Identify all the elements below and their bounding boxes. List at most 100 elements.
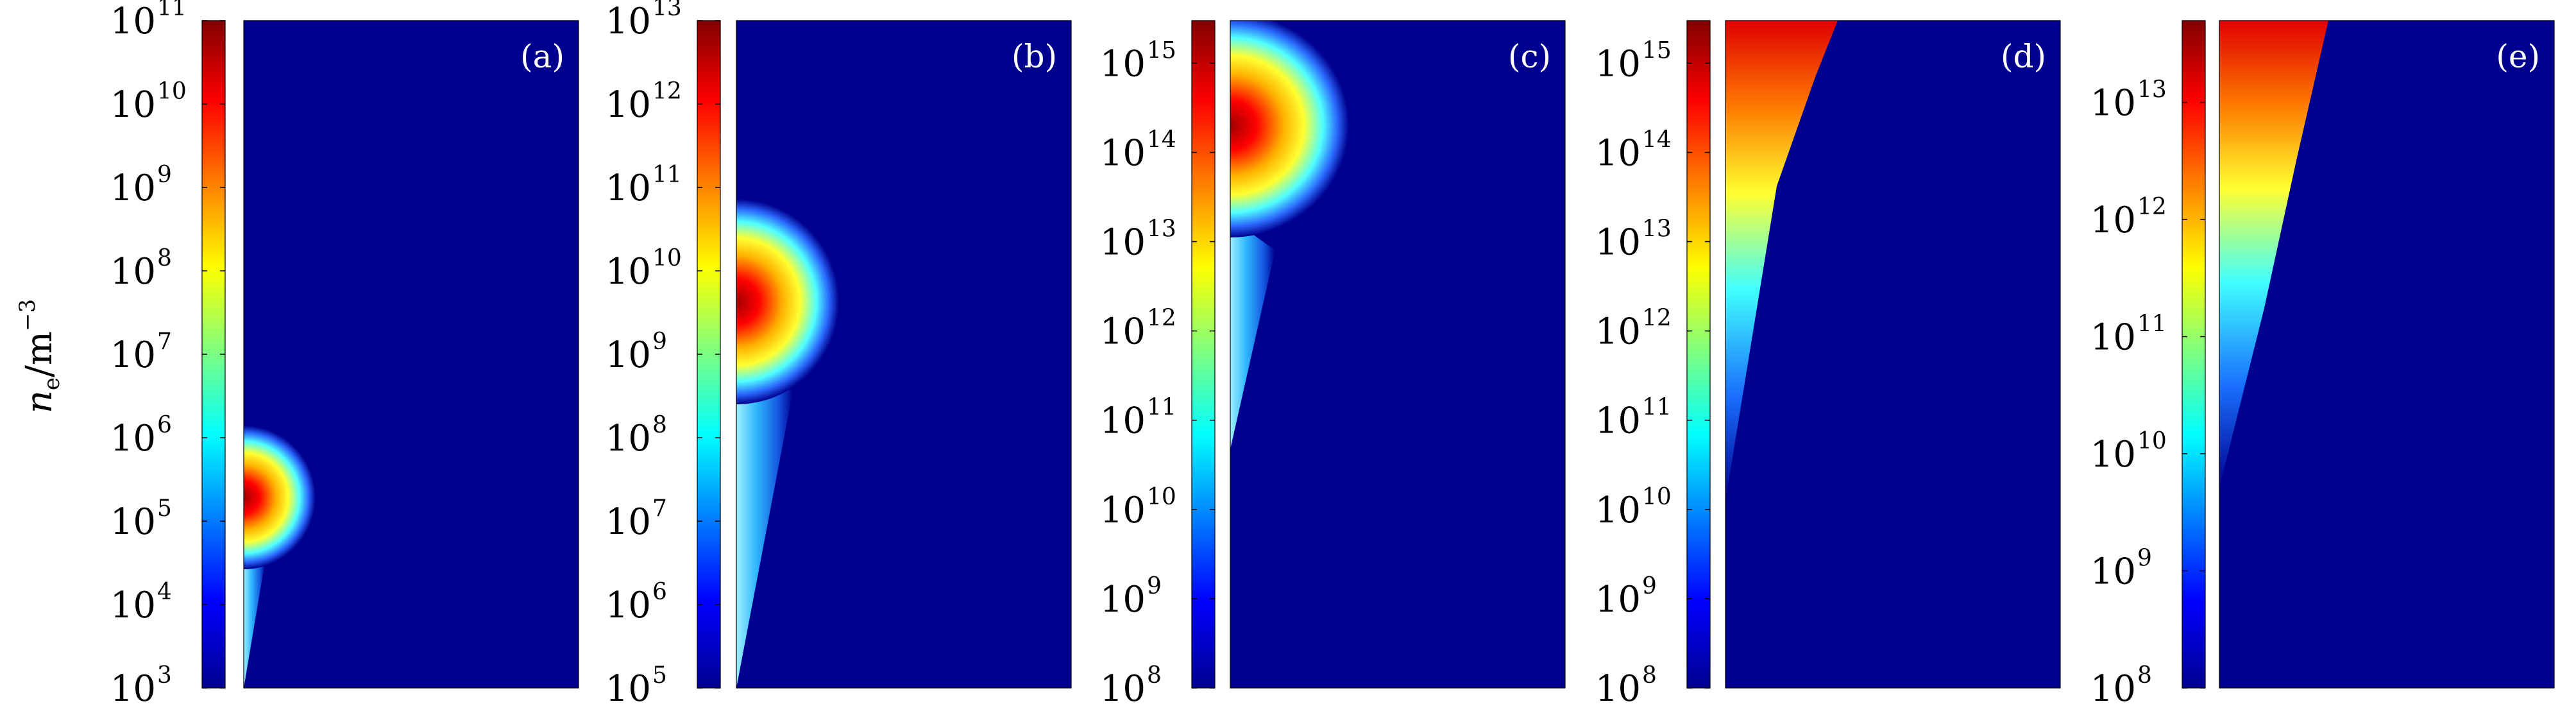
- colorbar-tick-label: 10: [606, 251, 651, 293]
- colorbar-tick-label: 10: [1100, 222, 1146, 264]
- colorbar-tick-label: 10: [1595, 400, 1641, 442]
- colorbar-tick-label: 10: [110, 418, 156, 460]
- colorbar-tick-label: 10: [606, 418, 651, 460]
- colorbar-tick-label: 10: [1595, 222, 1641, 264]
- colorbar-tick-exponent: 5: [652, 662, 667, 689]
- colorbar-tick-exponent: 6: [652, 579, 667, 605]
- colorbar-tick-exponent: 3: [157, 662, 172, 689]
- colorbar-tick-label: 10: [110, 334, 156, 376]
- colorbar-tick-label: 10: [110, 84, 156, 126]
- colorbar-tick-label: 10: [1595, 132, 1641, 174]
- colorbar-tick-exponent: 15: [1642, 37, 1672, 64]
- colorbar-tick-exponent: 13: [2137, 77, 2167, 103]
- colorbar-tick-label: 10: [606, 84, 651, 126]
- colorbar: [2182, 20, 2206, 689]
- heatmap-field: [244, 425, 316, 688]
- colorbar-tick-exponent: 10: [1147, 484, 1176, 510]
- colorbar-tick-exponent: 8: [1147, 662, 1162, 689]
- colorbar-tick-label: 10: [110, 1, 156, 42]
- colorbar-tick-exponent: 8: [157, 245, 172, 271]
- heatmap-frame: [1725, 20, 2061, 689]
- colorbar-tick-exponent: 10: [2137, 428, 2167, 454]
- colorbar-tick-label: 10: [1100, 43, 1146, 85]
- colorbar-tick-exponent: 12: [1642, 305, 1672, 332]
- colorbar-tick-exponent: 7: [652, 495, 667, 522]
- density-trail: [736, 359, 793, 688]
- colorbar-tick-label: 10: [1100, 132, 1146, 174]
- colorbar-tick-exponent: 11: [2137, 311, 2167, 338]
- colorbar-tick-label: 10: [110, 585, 156, 626]
- colorbar-tick-exponent: 9: [652, 329, 667, 355]
- density-peak: [244, 425, 316, 569]
- colorbar-tick-label: 10: [2090, 668, 2136, 710]
- colorbar-tick-label: 10: [1595, 311, 1641, 353]
- colorbar-tick-exponent: 13: [1147, 216, 1176, 243]
- colorbar-tick-label: 10: [1595, 579, 1641, 621]
- density-trail: [244, 545, 266, 688]
- colorbar-tick-exponent: 8: [2137, 662, 2152, 689]
- density-peak: [1230, 21, 1349, 237]
- heatmap-field: [1725, 21, 1838, 501]
- colorbar-tick-label: 10: [110, 251, 156, 293]
- density-peak: [736, 199, 839, 404]
- colorbar-tick-exponent: 9: [157, 162, 172, 188]
- colorbar-tick-exponent: 10: [652, 245, 682, 271]
- colorbar-tick-exponent: 9: [1147, 573, 1162, 599]
- colorbar-tick-label: 10: [2090, 200, 2136, 241]
- colorbar-tick-exponent: 13: [652, 0, 682, 21]
- density-plume: [2219, 21, 2328, 488]
- colorbar-tick-exponent: 11: [157, 0, 187, 21]
- colorbar-tick-exponent: 14: [1147, 126, 1176, 153]
- colorbar-tick-exponent: 5: [157, 495, 172, 522]
- colorbar-tick-exponent: 12: [652, 78, 682, 105]
- colorbar-tick-exponent: 8: [1642, 662, 1657, 689]
- heatmap-field: [2219, 21, 2328, 488]
- colorbar-tick-label: 10: [1595, 490, 1641, 531]
- colorbar-tick-label: 10: [1595, 43, 1641, 85]
- density-plume: [1725, 21, 1838, 501]
- colorbar-tick-exponent: 12: [2137, 194, 2167, 220]
- heatmap-frame: [2219, 20, 2555, 689]
- colorbar-tick-exponent: 7: [157, 329, 172, 355]
- colorbar-tick-exponent: 6: [157, 412, 172, 438]
- heatmap-background: [244, 21, 579, 688]
- colorbar-tick-exponent: 10: [157, 78, 187, 105]
- colorbar-tick-exponent: 13: [1642, 216, 1672, 243]
- colorbar-tick-label: 10: [606, 501, 651, 543]
- colorbar-tick-exponent: 15: [1147, 37, 1176, 64]
- colorbar-tick-exponent: 11: [1147, 395, 1176, 421]
- colorbar-tick-label: 10: [1100, 490, 1146, 531]
- heatmap-field: [1230, 21, 1349, 449]
- colorbar-tick-exponent: 14: [1642, 126, 1672, 153]
- colorbar-tick-label: 10: [1100, 579, 1146, 621]
- colorbar-tick-exponent: 8: [652, 412, 667, 438]
- colorbar-tick-exponent: 12: [1147, 305, 1176, 332]
- heatmap-field: [736, 199, 839, 688]
- colorbar-tick-label: 10: [606, 1, 651, 42]
- colorbar-tick-label: 10: [606, 585, 651, 626]
- colorbar-tick-exponent: 9: [2137, 545, 2152, 572]
- panel-label: (a): [520, 38, 564, 75]
- colorbar-tick-label: 10: [1100, 400, 1146, 442]
- panel-label: (e): [2496, 38, 2540, 75]
- colorbar-tick-label: 10: [606, 168, 651, 209]
- panel-label: (d): [2001, 38, 2046, 75]
- colorbar: [1686, 20, 1711, 689]
- colorbar-tick-label: 10: [2090, 83, 2136, 125]
- colorbar-tick-label: 10: [2090, 434, 2136, 476]
- colorbar-tick-label: 10: [110, 668, 156, 710]
- heatmap-frame: [736, 20, 1072, 689]
- colorbar-tick-label: 10: [110, 168, 156, 209]
- colorbar-tick-label: 10: [2090, 551, 2136, 593]
- colorbar-tick-label: 10: [1100, 311, 1146, 353]
- heatmap-frame: [243, 20, 579, 689]
- colorbar-tick-label: 10: [1100, 668, 1146, 710]
- colorbar-tick-exponent: 11: [652, 162, 682, 188]
- colorbar-tick-label: 10: [606, 668, 651, 710]
- colorbar: [1191, 20, 1216, 689]
- colorbar-tick-exponent: 9: [1642, 573, 1657, 599]
